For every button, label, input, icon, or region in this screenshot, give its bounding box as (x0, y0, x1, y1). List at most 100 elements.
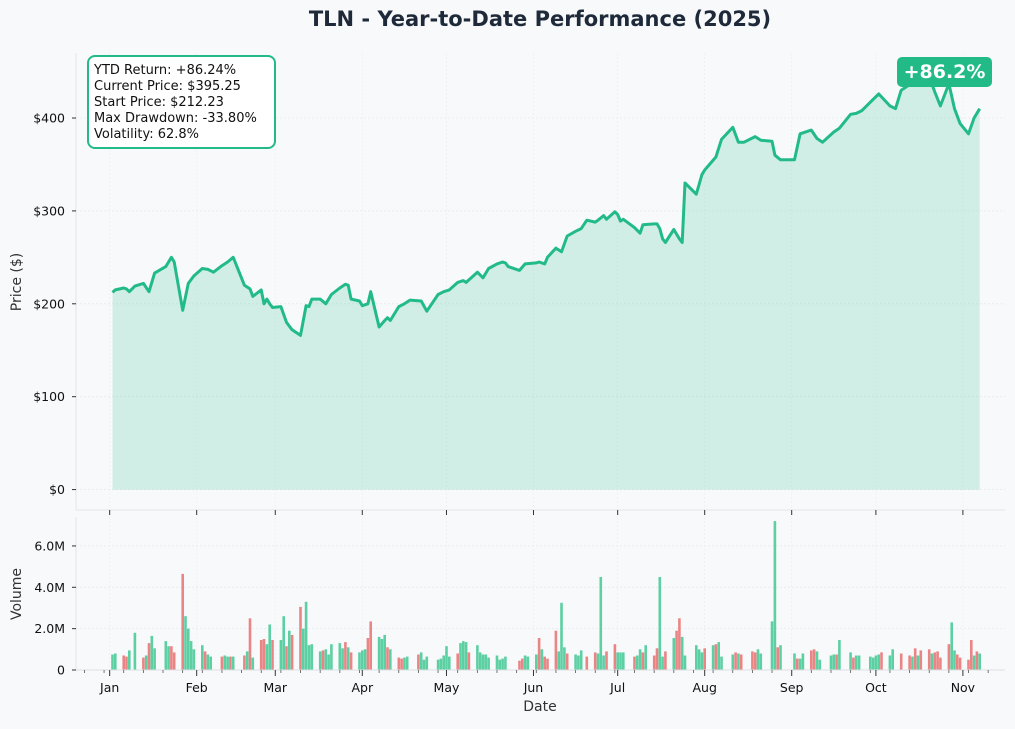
volume-bar (773, 521, 777, 670)
volume-y-tick-label: 6.0M (34, 538, 65, 553)
volume-bar (248, 618, 252, 670)
volume-bar (226, 656, 229, 670)
volume-bar (972, 655, 976, 670)
volume-bar (622, 652, 625, 670)
volume-bar (638, 649, 642, 670)
volume-bar (184, 616, 187, 670)
volume-bar (835, 654, 838, 670)
volume-panel: 0 2.0M 4.0M 6.0M Jan Feb Mar Apr May Jun Jul Aug Se… (9, 517, 1005, 715)
volume-bar (956, 654, 959, 670)
volume-bar (265, 644, 269, 670)
volume-bar (302, 628, 305, 670)
volume-bar (187, 628, 190, 670)
volume-bar (891, 649, 894, 670)
volume-bar (153, 648, 156, 670)
volume-bar (285, 646, 288, 670)
volume-bar (678, 618, 681, 670)
volume-bar (970, 640, 973, 670)
volume-y-tick-label: 0 (57, 663, 65, 678)
volume-bar (501, 658, 504, 670)
volume-grid (76, 517, 1005, 671)
volume-bar (801, 653, 805, 670)
volume-bar (812, 649, 816, 670)
volume-y-tick-label: 4.0M (34, 580, 65, 595)
volume-bar (142, 657, 145, 670)
volume-bar (543, 656, 546, 670)
volume-bar (798, 658, 802, 670)
volume-bar (930, 653, 934, 670)
volume-bar (203, 651, 207, 670)
volume-bar (919, 650, 923, 670)
volume-bar (220, 656, 224, 670)
volume-bar (717, 642, 720, 670)
volume-bar (133, 632, 137, 670)
volume-bar (405, 656, 409, 670)
volume-bar (397, 657, 401, 670)
volume-bar (478, 652, 482, 670)
volume-bar (641, 652, 645, 670)
volume-bar (779, 645, 782, 670)
volume-bar (953, 650, 956, 670)
price-y-tick-label: $200 (33, 296, 65, 311)
volume-bar (341, 648, 344, 670)
volume-bar (304, 601, 308, 670)
volume-bar (448, 656, 451, 670)
volume-bar (299, 606, 302, 670)
volume-bar (852, 657, 855, 670)
volume-bar (871, 657, 875, 670)
volume-bar (467, 652, 471, 670)
volume-bar (125, 656, 128, 670)
volume-bar (445, 646, 448, 670)
volume-bar (602, 655, 605, 670)
volume-bar (849, 652, 852, 670)
x-tick-label: Apr (351, 680, 373, 695)
volume-bar (815, 651, 819, 670)
volume-bar (560, 602, 563, 670)
volume-plot-area (76, 517, 1005, 670)
volume-bar (546, 658, 549, 670)
price-y-label: Price ($) (9, 253, 25, 311)
volume-bar (829, 655, 833, 670)
volume-bar (700, 652, 704, 670)
volume-bar (680, 636, 684, 670)
x-tick-label: Jun (523, 680, 544, 695)
volume-bar (644, 645, 647, 670)
return-badge-background (897, 57, 992, 87)
volume-bar (975, 651, 979, 670)
volume-bar (349, 652, 353, 670)
volume-bar (403, 657, 406, 670)
volume-bar (751, 651, 754, 670)
price-y-tick-label: $400 (33, 111, 65, 126)
volume-bar (557, 651, 560, 670)
volume-bar (271, 640, 274, 670)
volume-bar (874, 655, 878, 670)
volume-bar (521, 658, 524, 670)
volume-bar (377, 636, 381, 670)
volume-bar (927, 649, 931, 670)
volume-bar (967, 659, 970, 670)
volume-bar (344, 642, 347, 670)
chart-title: TLN - Year-to-Date Performance (2025) (309, 7, 771, 31)
volume-bar (978, 653, 981, 670)
volume-bar (523, 655, 527, 670)
price-grid (76, 53, 1005, 510)
volume-bar (899, 653, 903, 670)
volume-bar (577, 655, 580, 670)
volume-bar (869, 656, 872, 670)
volume-bar (933, 652, 937, 670)
volume-bar (661, 656, 664, 670)
volume-bar (310, 644, 314, 670)
volume-bar (697, 649, 701, 670)
volume-bar (504, 656, 507, 670)
volume-bar (243, 655, 246, 670)
stats-line-max-drawdown: Max Drawdown: -33.80% (94, 111, 257, 126)
volume-bar (535, 654, 538, 670)
volume-bar (321, 650, 325, 670)
volume-bar (585, 656, 589, 670)
volume-bar (916, 655, 920, 670)
volume-bar (759, 653, 763, 670)
volume-bar (223, 655, 227, 670)
x-tick-label: May (434, 680, 460, 695)
volume-bar (818, 659, 822, 670)
volume-bar (672, 638, 676, 670)
